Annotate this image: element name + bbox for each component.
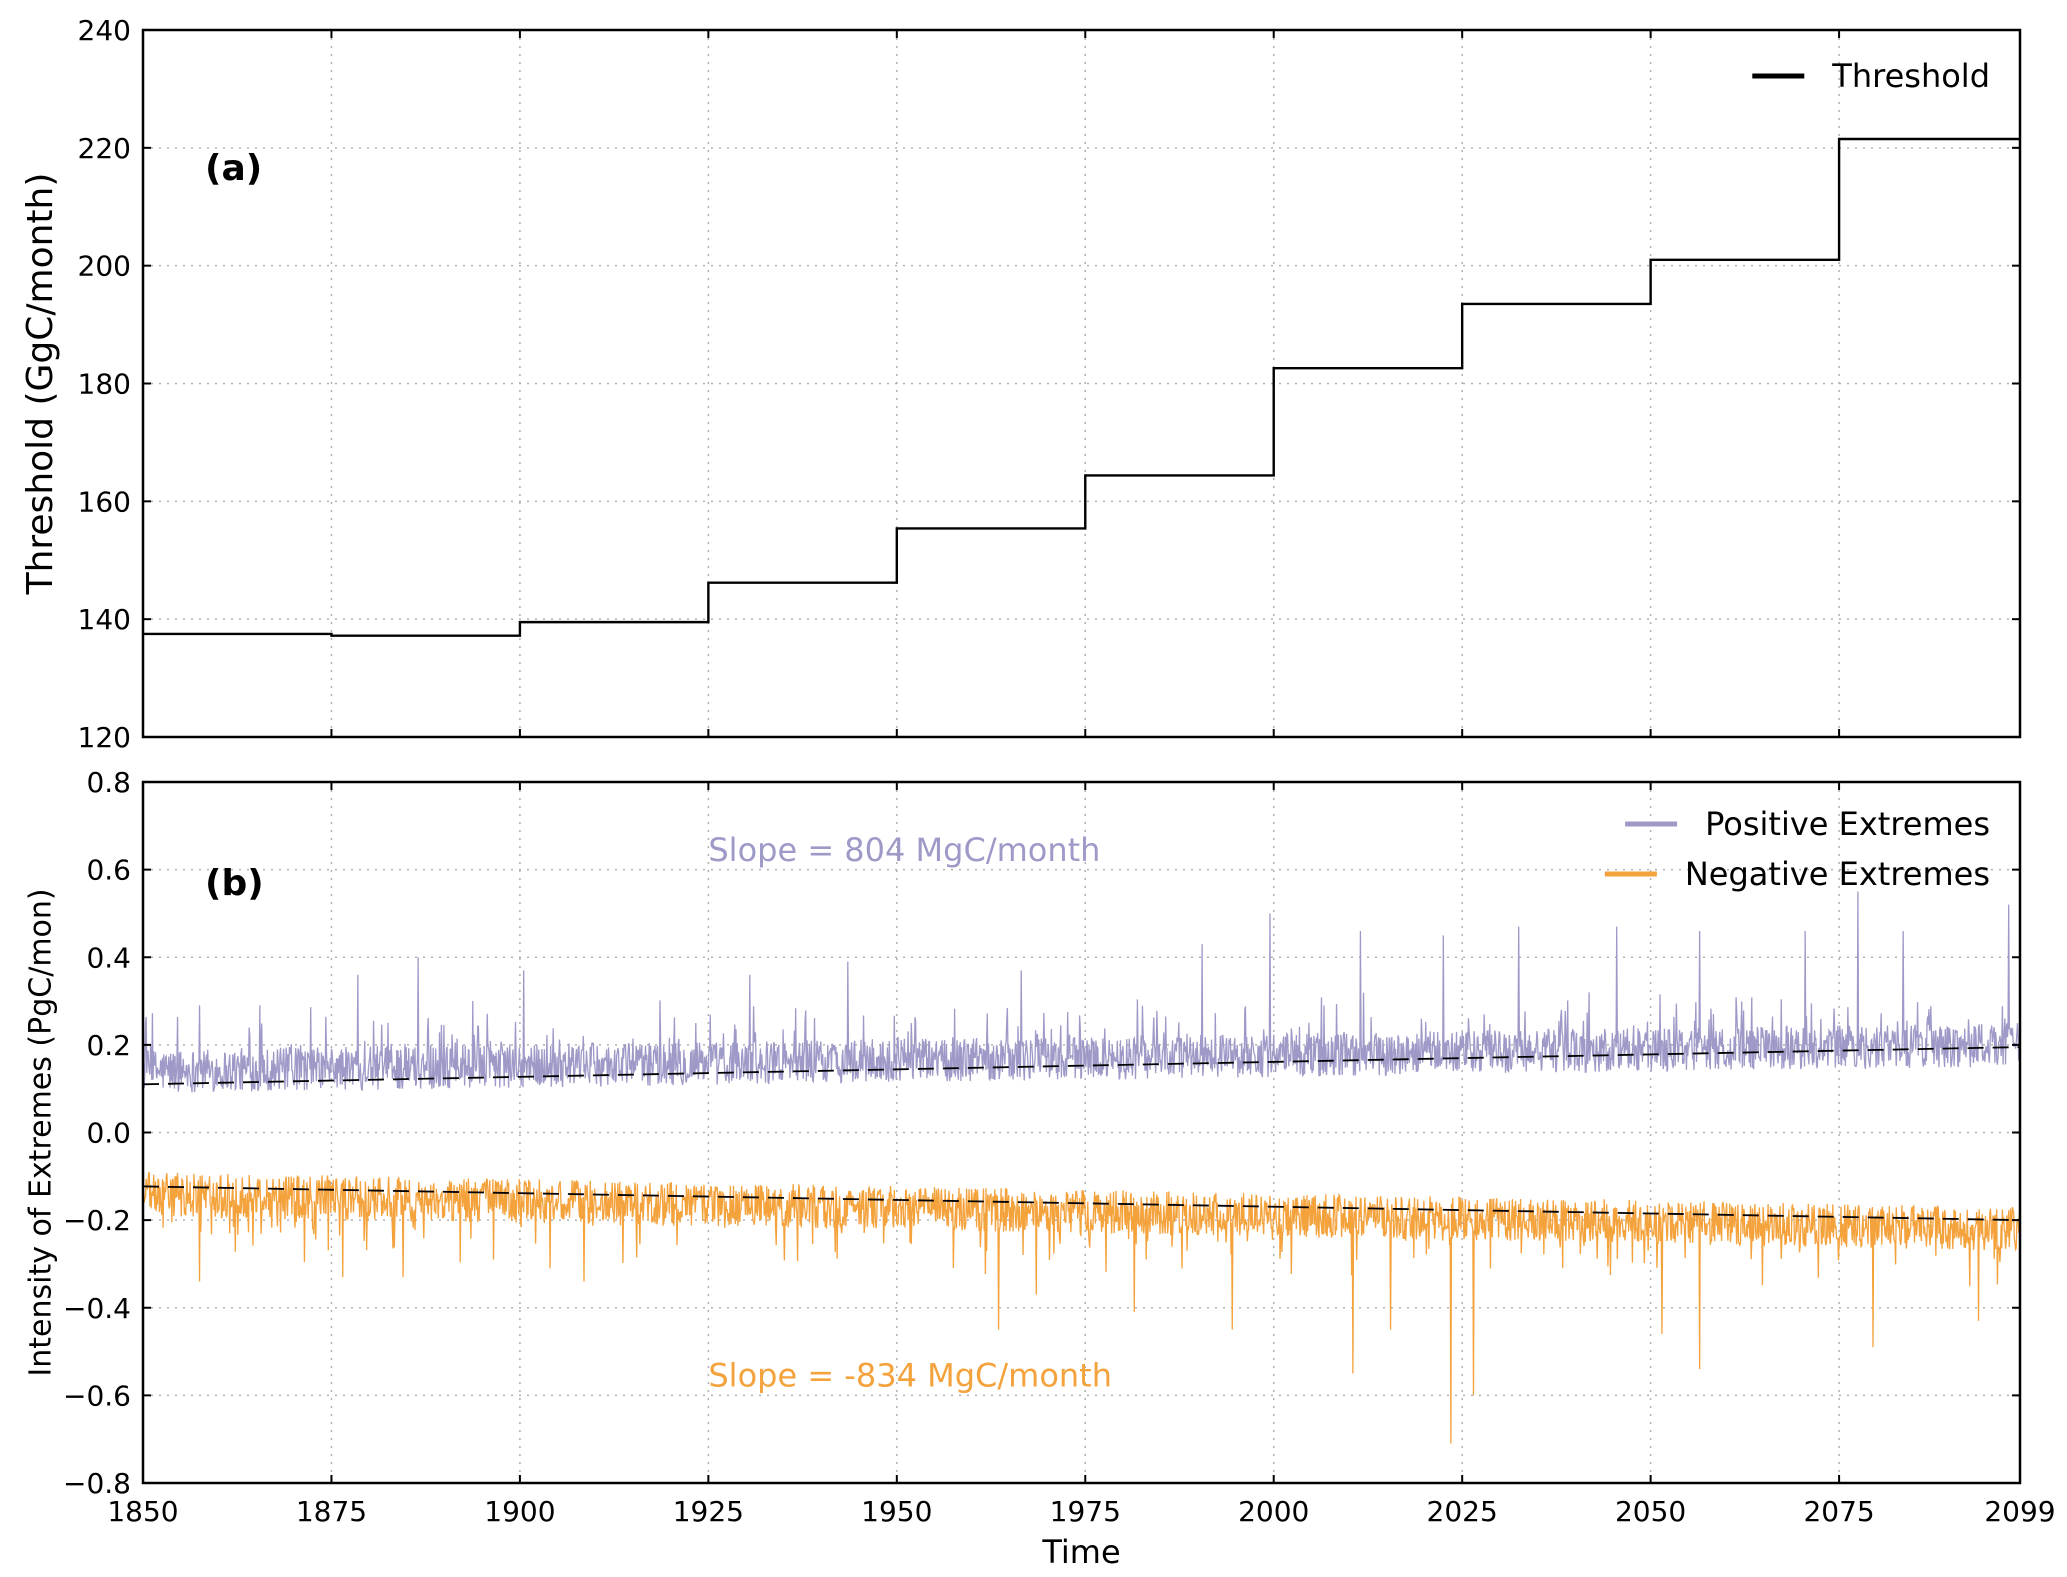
panel-b: 1850 1875 1900 1925 1950 1975 2000 2025 2050 2075… — [24, 766, 2056, 1571]
legend-entry: Threshold — [1752, 57, 1990, 95]
x-tick-label: 2050 — [1615, 1495, 1686, 1528]
x-tick-label: 2075 — [1803, 1495, 1874, 1528]
x-tick-label: 1950 — [861, 1495, 932, 1528]
y-tick-label: 120 — [78, 721, 131, 754]
series-line-threshold — [143, 137, 2020, 637]
x-tick-label: 1975 — [1050, 1495, 1121, 1528]
slope-annotation: Slope = -834 MgC/month — [708, 1357, 1112, 1395]
y-axis-label: Threshold (GgC/month) — [20, 173, 61, 596]
y-tick-label: 0.4 — [86, 941, 131, 974]
y-tick-label: −0.2 — [63, 1204, 131, 1237]
x-tick-label: 2099 — [1984, 1495, 2055, 1528]
legend-entry: Negative Extremes — [1604, 855, 1990, 893]
legend-entry: Positive Extremes — [1625, 805, 1990, 843]
x-tick-label: 1925 — [673, 1495, 744, 1528]
y-tick-label: −0.6 — [63, 1379, 131, 1412]
y-tick-label: 140 — [78, 603, 131, 636]
y-tick-label: 0.8 — [86, 766, 131, 799]
slope-annotation: Slope = 804 MgC/month — [708, 831, 1100, 869]
x-tick-label: 2025 — [1427, 1495, 1498, 1528]
y-tick-label: 0.0 — [86, 1117, 131, 1150]
series-line-positive-extremes — [142, 891, 2021, 1093]
x-axis-label: Time — [1041, 1533, 1120, 1571]
trend-line — [142, 1046, 2021, 1086]
y-tick-label: −0.4 — [63, 1292, 131, 1325]
y-tick-label: 0.2 — [86, 1029, 131, 1062]
y-tick-label: 200 — [78, 250, 131, 283]
x-tick-label: 1850 — [107, 1495, 178, 1528]
x-tick-label: 1900 — [484, 1495, 555, 1528]
x-tick-label: 1875 — [296, 1495, 367, 1528]
y-tick-label: 180 — [78, 368, 131, 401]
y-axis-label: Intensity of Extremes (PgC/mon) — [24, 888, 59, 1376]
legend-label: Threshold — [1831, 57, 1990, 95]
y-tick-label: 160 — [78, 485, 131, 518]
y-tick-label: 240 — [78, 14, 131, 47]
legend-label: Positive Extremes — [1705, 805, 1990, 843]
trend-line — [142, 1185, 2021, 1222]
panel-a: 120 140 160 180 200 220 240 Threshold (GgC/mont… — [20, 14, 2022, 754]
legend-label: Negative Extremes — [1685, 855, 1990, 893]
y-tick-label: 0.6 — [86, 854, 131, 887]
panel-label: (b) — [205, 863, 264, 904]
panel-label: (a) — [205, 148, 262, 189]
y-tick-label: 220 — [78, 132, 131, 165]
y-tick-label: −0.8 — [63, 1467, 131, 1500]
x-tick-label: 2000 — [1238, 1495, 1309, 1528]
